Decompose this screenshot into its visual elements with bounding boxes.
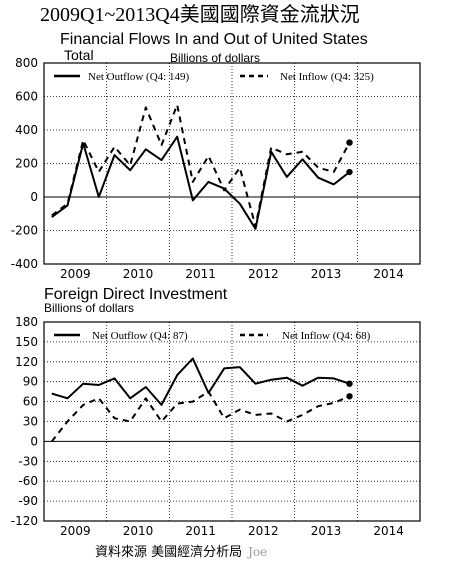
series-line-net-inflow xyxy=(51,390,350,443)
x-tick-label: 2011 xyxy=(185,267,216,281)
y-tick-label: 400 xyxy=(15,123,38,137)
x-tick-label: 2013 xyxy=(311,267,342,281)
series-endpoint-marker xyxy=(346,168,353,176)
plot-frame xyxy=(43,321,421,522)
y-tick-label: 0 xyxy=(30,190,38,204)
legend-label: Net Inflow (Q4: 68) xyxy=(282,330,371,342)
y-axis-label: Billions of dollars xyxy=(170,51,260,65)
y-tick-label: -120 xyxy=(11,514,38,528)
author-watermark: Joe xyxy=(248,545,268,559)
y-tick-label: -60 xyxy=(18,474,38,488)
series-line-net-inflow xyxy=(51,103,351,228)
legend-label: Net Outflow (Q4: 149) xyxy=(88,71,189,83)
series-endpoint-marker xyxy=(346,139,353,146)
series-endpoint-marker xyxy=(346,380,353,387)
series-line-net-outflow xyxy=(51,357,350,406)
series-endpoint-marker xyxy=(346,393,353,400)
x-tick-label: 2009 xyxy=(60,524,91,538)
x-tick-label: 2009 xyxy=(60,267,91,281)
x-tick-label: 2012 xyxy=(248,267,279,281)
y-tick-label: -200 xyxy=(11,224,38,238)
y-tick-label: 60 xyxy=(23,395,38,409)
x-tick-label: 2012 xyxy=(248,524,279,538)
page-title: 2009Q1~2013Q4美國國際資金流狀況 xyxy=(40,4,360,26)
x-tick-label: 2011 xyxy=(185,524,216,538)
y-tick-label: -30 xyxy=(18,454,38,468)
chart-title: Foreign Direct Investment xyxy=(44,286,228,303)
legend-label: Net Inflow (Q4: 325) xyxy=(280,71,374,83)
chart-subtitle: Total xyxy=(64,47,94,63)
legend-label: Net Outflow (Q4: 87) xyxy=(92,330,188,342)
y-axis-label: Billions of dollars xyxy=(44,301,134,315)
x-tick-label: 2010 xyxy=(123,524,154,538)
source-text: 資料來源 美國經濟分析局 xyxy=(95,545,243,560)
y-tick-label: 150 xyxy=(15,335,38,349)
y-tick-label: -90 xyxy=(18,494,38,508)
x-tick-label: 2013 xyxy=(311,524,342,538)
y-tick-label: 30 xyxy=(23,415,38,429)
y-tick-label: 180 xyxy=(15,315,38,329)
plot-frame xyxy=(43,62,421,265)
x-tick-label: 2010 xyxy=(123,267,154,281)
x-tick-label: 2014 xyxy=(373,267,404,281)
y-tick-label: 90 xyxy=(23,375,38,389)
source-note: 資料來源 美國經濟分析局 Joe xyxy=(95,541,267,560)
y-tick-label: 200 xyxy=(15,157,38,171)
y-tick-label: 600 xyxy=(15,90,38,104)
chart-title: Financial Flows In and Out of United Sta… xyxy=(60,31,368,48)
y-tick-label: -400 xyxy=(11,257,38,271)
y-tick-label: 0 xyxy=(30,434,38,448)
y-tick-label: 800 xyxy=(15,56,38,70)
x-tick-label: 2014 xyxy=(373,524,404,538)
series-line-net-outflow xyxy=(51,135,351,230)
chart-total-financial-flows: Financial Flows In and Out of United Sta… xyxy=(11,31,421,281)
y-tick-label: 120 xyxy=(15,355,38,369)
